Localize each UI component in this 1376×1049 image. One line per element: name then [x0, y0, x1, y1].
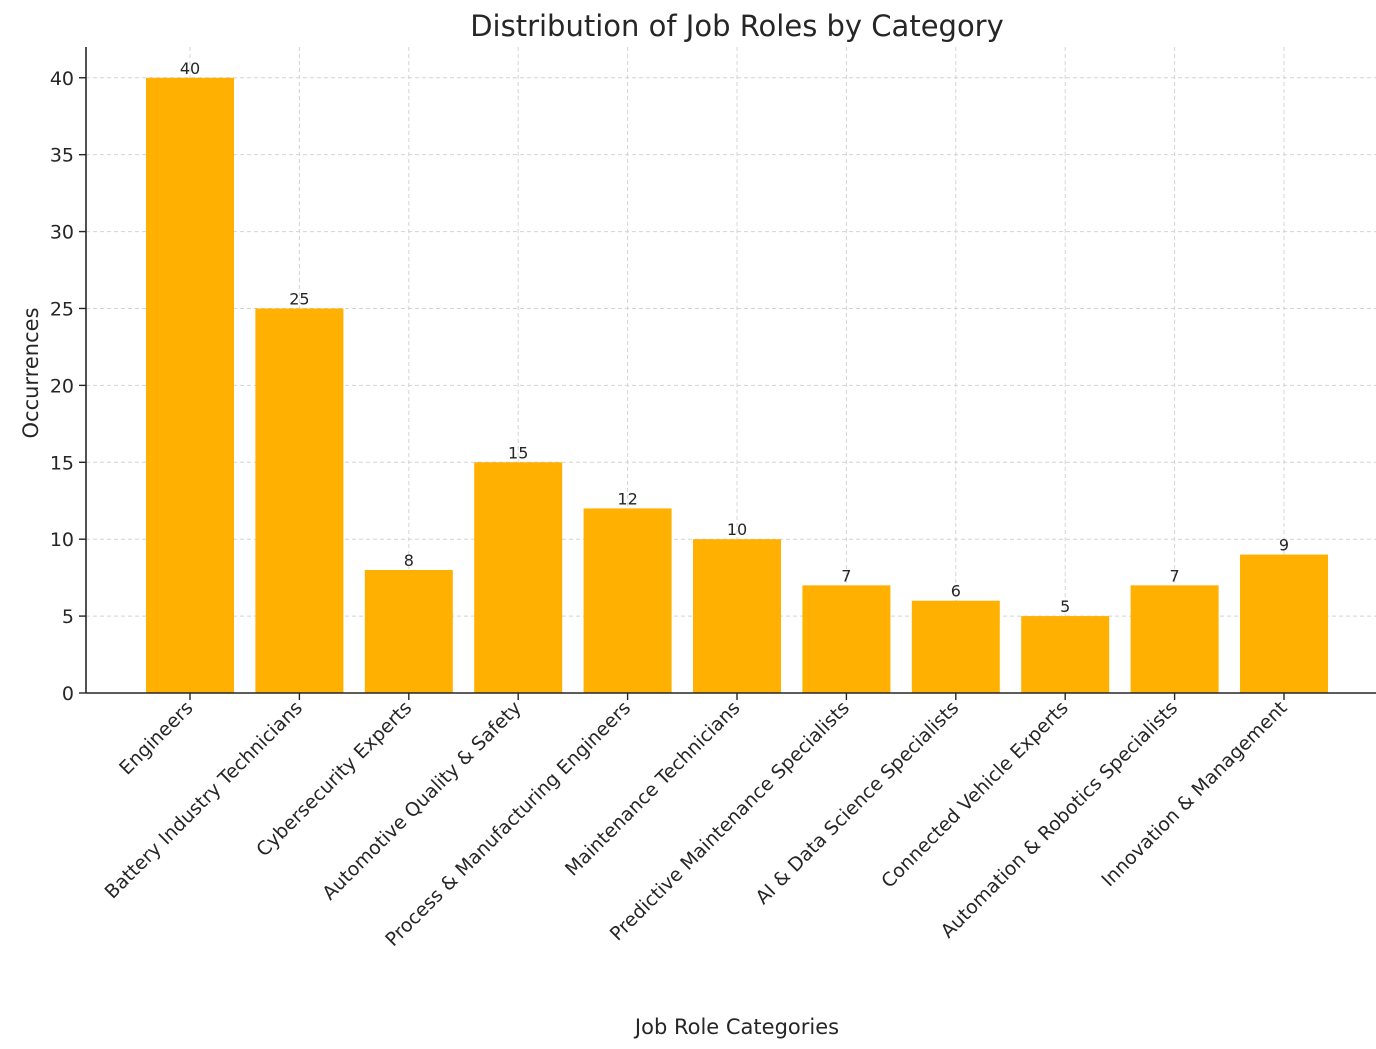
bar-value-label: 10: [727, 520, 747, 539]
y-tick-label: 10: [50, 529, 74, 551]
x-tick-label: Connected Vehicle Experts: [877, 697, 1073, 893]
bar: [1240, 555, 1328, 693]
y-tick-label: 20: [50, 375, 74, 397]
bar-value-label: 40: [180, 59, 200, 78]
x-tick-label: Automation & Robotics Specialists: [937, 697, 1183, 943]
bar-value-label: 9: [1279, 536, 1289, 555]
bar: [912, 601, 1000, 693]
bar-value-label: 15: [508, 443, 528, 462]
x-tick-label: Automotive Quality & Safety: [318, 697, 526, 905]
x-axis-title: Job Role Categories: [633, 1015, 839, 1039]
y-tick-label: 5: [62, 606, 74, 628]
bar: [474, 462, 562, 693]
chart-title: Distribution of Job Roles by Category: [470, 9, 1004, 43]
x-tick-label: Process & Manufacturing Engineers: [381, 697, 635, 951]
bar-value-label: 8: [404, 551, 414, 570]
y-axis-title: Occurrences: [19, 307, 43, 438]
bar: [1131, 585, 1219, 693]
y-ticks: 0 5 10 15 20 25 30 35 40: [50, 68, 86, 705]
y-tick-label: 0: [62, 683, 74, 705]
y-tick-label: 40: [50, 68, 74, 90]
bar-value-label: 12: [617, 489, 637, 508]
x-tick-label: Engineers: [115, 697, 197, 779]
bar-value-label: 6: [951, 582, 961, 601]
y-tick-label: 15: [50, 452, 74, 474]
bar-value-label: 5: [1060, 597, 1070, 616]
bar-value-label: 7: [1170, 566, 1180, 585]
x-tick-label: Innovation & Management: [1097, 697, 1291, 891]
bar-value-label: 7: [841, 566, 851, 585]
x-tick-label: Battery Industry Technicians: [101, 697, 307, 903]
bar: [1021, 616, 1109, 693]
bar: [693, 539, 781, 693]
bar: [146, 78, 234, 693]
x-tick-label: Predictive Maintenance Specialists: [606, 697, 854, 945]
bar: [255, 308, 343, 693]
x-tick-label: AI & Data Science Specialists: [752, 697, 964, 909]
bar: [365, 570, 453, 693]
bar: [802, 585, 890, 693]
bar: [584, 508, 672, 693]
y-tick-label: 35: [50, 145, 74, 167]
y-tick-label: 25: [50, 298, 74, 320]
bar-value-label: 25: [289, 289, 309, 308]
value-labels: 40 25 8 15 12 10 7 6 5 7 9: [180, 59, 1289, 616]
x-tick-label: Maintenance Technicians: [561, 697, 745, 881]
y-tick-label: 30: [50, 222, 74, 244]
